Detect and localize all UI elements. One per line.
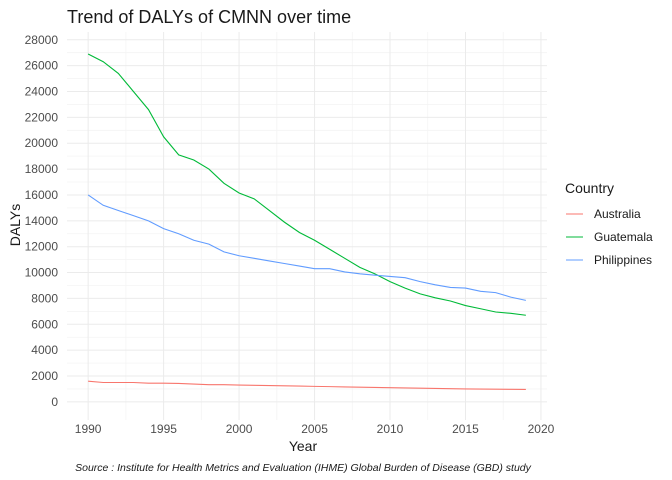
y-tick-label: 12000 [25, 240, 59, 254]
x-axis-title: Year [289, 438, 318, 454]
y-tick-label: 8000 [31, 291, 58, 305]
chart-title: Trend of DALYs of CMNN over time [67, 7, 351, 27]
x-tick-label: 2010 [377, 422, 404, 436]
y-tick-label: 0 [51, 395, 58, 409]
x-tick-label: 2015 [452, 422, 479, 436]
y-tick-label: 18000 [25, 162, 59, 176]
y-axis-ticks: 0 2000 4000 6000 8000 10000 12000 14000 16000 180… [25, 33, 59, 409]
x-tick-label: 2005 [301, 422, 328, 436]
y-axis-title: DALYs [7, 204, 23, 247]
legend-title: Country [565, 180, 614, 196]
gridlines [67, 32, 547, 420]
y-tick-label: 28000 [25, 33, 59, 47]
series-line-australia [88, 380, 526, 391]
x-tick-label: 1995 [150, 422, 177, 436]
legend: Country Australia Guatemala Philippines [565, 180, 653, 267]
x-axis-ticks: 1990 1995 2000 2005 2010 2015 2020 [75, 422, 555, 436]
series-line-guatemala [87, 53, 526, 316]
legend-label-australia: Australia [594, 207, 641, 221]
x-tick-label: 1990 [75, 422, 102, 436]
y-tick-label: 26000 [25, 59, 59, 73]
y-tick-label: 2000 [31, 369, 58, 383]
y-tick-label: 10000 [25, 266, 59, 280]
legend-label-philippines: Philippines [594, 253, 652, 267]
y-tick-label: 16000 [25, 188, 59, 202]
y-tick-label: 22000 [25, 110, 59, 124]
y-tick-label: 24000 [25, 84, 59, 98]
source-caption: Source : Institute for Health Metrics an… [75, 462, 532, 474]
legend-label-guatemala: Guatemala [594, 230, 653, 244]
y-tick-label: 4000 [31, 343, 58, 357]
x-tick-label: 2000 [226, 422, 253, 436]
series-lines [87, 53, 526, 391]
y-tick-label: 20000 [25, 136, 59, 150]
y-tick-label: 14000 [25, 214, 59, 228]
series-line-philippines [87, 194, 526, 301]
x-tick-label: 2020 [528, 422, 555, 436]
y-tick-label: 6000 [31, 317, 58, 331]
